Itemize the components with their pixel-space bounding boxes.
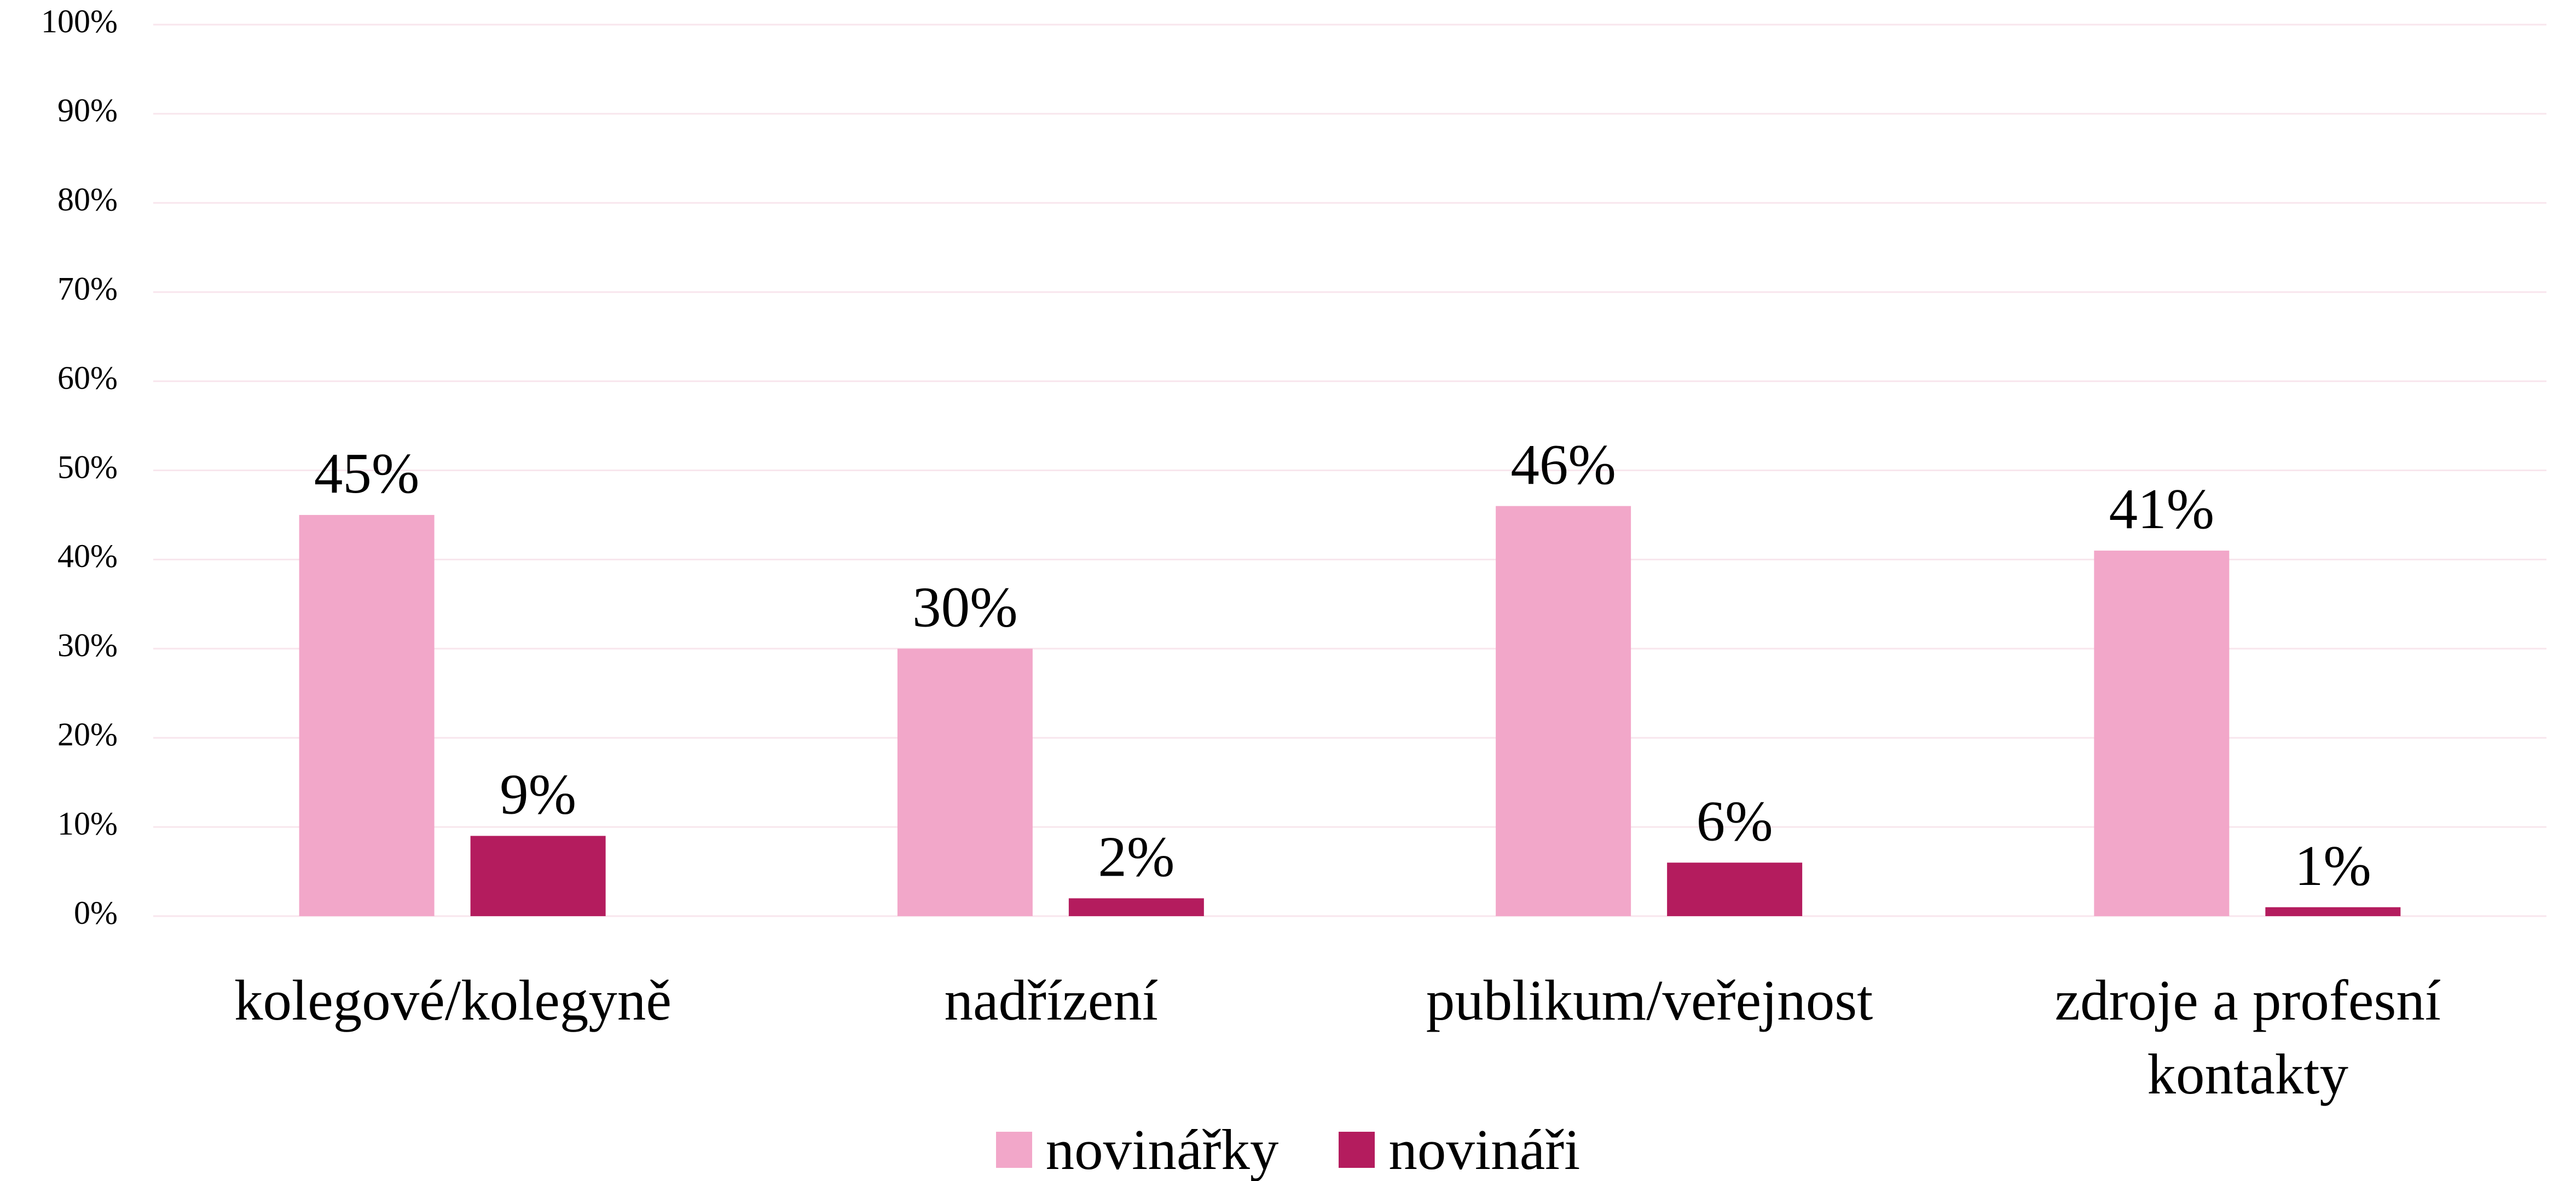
x-tick-label: zdroje a profesní kontakty [2054,968,2441,1106]
bar [2265,907,2401,916]
data-label: 2% [1098,825,1174,889]
bar [2094,551,2230,916]
bar [897,649,1033,916]
y-tick-label: 70% [57,270,118,306]
bar [1667,862,1803,916]
y-tick-label: 0% [74,895,118,931]
y-tick-label: 50% [57,449,118,485]
data-label: 9% [500,762,576,826]
y-tick-label: 10% [57,806,118,842]
legend-label: novinářky [1045,1118,1279,1181]
y-tick-label: 30% [57,627,118,663]
y-tick-label: 80% [57,182,118,218]
bar [1068,898,1204,916]
legend: novinářky novináři [0,1116,2576,1181]
data-label: 46% [1510,432,1616,496]
y-tick-label: 90% [57,92,118,129]
y-tick-label: 40% [57,538,118,574]
bar [1496,506,1631,916]
y-tick-label: 60% [57,360,118,396]
data-label: 1% [2295,833,2371,898]
x-tick-label: nadřízení [944,968,1159,1032]
bar [299,514,435,916]
bar [470,836,606,916]
y-tick-label: 100% [41,3,118,39]
legend-swatch [1339,1131,1375,1168]
legend-item: novináři [1339,1116,1580,1181]
data-label: 45% [314,441,419,505]
legend-item: novinářky [995,1116,1279,1181]
legend-swatch [995,1131,1032,1168]
data-label: 30% [912,575,1017,639]
data-label: 41% [2109,477,2214,541]
data-label: 6% [1697,789,1773,853]
y-tick-label: 20% [57,716,118,752]
legend-label: novináři [1388,1118,1581,1181]
x-tick-label: publikum/veřejnost [1426,968,1873,1032]
x-tick-label: kolegové/kolegyně [234,968,672,1032]
